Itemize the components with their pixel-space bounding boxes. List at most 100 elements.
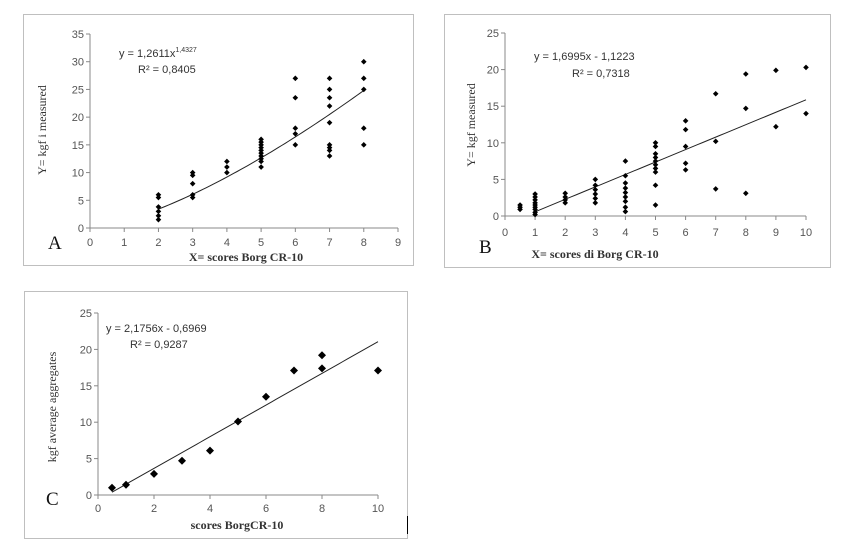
equation-text: y = 1,6995x - 1,1223: [534, 51, 635, 63]
x-tick-label: 7: [713, 227, 719, 239]
data-point: [622, 180, 629, 186]
y-tick-label: 15: [80, 381, 92, 393]
x-tick-label: 6: [263, 503, 269, 515]
data-point: [682, 118, 689, 124]
data-point: [224, 169, 230, 176]
x-tick-label: 5: [258, 237, 264, 249]
equation-exponent: 1,4327: [175, 47, 197, 54]
data-point: [562, 194, 568, 200]
data-point: [592, 195, 599, 202]
equation-label: y = 1,2611x1,4327: [119, 47, 197, 60]
data-point: [292, 130, 299, 137]
trendline: [534, 99, 807, 213]
data-point: [682, 167, 689, 173]
x-tick-label: 7: [326, 237, 332, 249]
data-point: [592, 200, 599, 206]
x-tick-label: 5: [652, 227, 658, 239]
data-point: [773, 67, 779, 74]
y-tick-label: 0: [86, 490, 92, 502]
x-tick-label: 6: [292, 237, 298, 249]
data-point: [562, 197, 568, 203]
data-point: [224, 158, 230, 165]
data-point: [517, 202, 523, 208]
data-point: [326, 119, 333, 126]
data-point: [155, 216, 162, 223]
data-point: [258, 164, 264, 170]
data-point: [532, 200, 538, 206]
y-tick-label: 20: [72, 112, 84, 124]
data-point: [803, 110, 809, 117]
panel-letter: A: [48, 233, 62, 254]
data-point: [622, 194, 629, 200]
data-point: [652, 150, 659, 157]
data-point: [743, 71, 749, 77]
data-point: [532, 197, 538, 203]
data-point: [292, 94, 299, 101]
data-point: [374, 366, 382, 375]
panel-letter: C: [46, 489, 59, 510]
trendline: [111, 341, 379, 493]
data-point: [592, 186, 599, 193]
data-point: [326, 103, 333, 109]
x-tick-label: 8: [319, 503, 325, 515]
data-point: [360, 125, 367, 132]
r-squared-label: R² = 0,7318: [572, 68, 630, 80]
data-point: [155, 204, 162, 210]
data-point: [108, 483, 116, 492]
x-tick-label: 4: [622, 227, 628, 239]
x-tick-label: 9: [395, 237, 401, 249]
y-tick-label: 5: [78, 195, 84, 207]
y-tick-label: 5: [86, 454, 92, 466]
x-tick-label: 0: [502, 227, 508, 239]
data-point: [712, 90, 719, 97]
x-tick-label: 0: [87, 237, 93, 249]
data-point: [532, 191, 538, 197]
data-point: [592, 176, 599, 183]
data-point: [326, 94, 333, 101]
x-tick-label: 8: [361, 237, 367, 249]
data-point: [258, 136, 264, 143]
data-point: [622, 189, 629, 196]
data-point: [150, 469, 158, 478]
y-tick-label: 25: [72, 84, 84, 96]
chart-a-svg: 0 5 10 15 20 25 30 35 0 1 2 3 4 5 6 7 8 9 y = 1,2611x1,432…: [35, 29, 401, 264]
y-tick-label: 15: [487, 101, 499, 113]
x-tick-label: 0: [95, 503, 101, 515]
data-point: [292, 75, 299, 82]
x-axis-title: X= scores di Borg CR-10: [531, 247, 658, 261]
data-point: [622, 185, 629, 191]
y-axis-title: kgf average aggregates: [45, 351, 59, 462]
data-point: [773, 123, 779, 130]
data-point: [712, 138, 719, 145]
data-point: [652, 140, 659, 146]
text-cursor: [407, 516, 408, 534]
equation-text: y = 1,2611x: [119, 48, 176, 60]
y-axis-title: Y= kgf i measured: [35, 85, 49, 175]
y-tick-label: 0: [78, 223, 84, 235]
y-tick-label: 35: [72, 29, 84, 41]
data-point: [360, 142, 367, 148]
data-point: [155, 208, 162, 215]
y-tick-label: 15: [72, 140, 84, 152]
data-point: [292, 142, 299, 148]
data-point: [292, 125, 299, 132]
chart-panel-a: 0 5 10 15 20 25 30 35 0 1 2 3 4 5 6 7 8 9 y = 1,2611x1,432…: [23, 14, 414, 266]
x-tick-label: 2: [155, 237, 161, 249]
data-point: [622, 158, 629, 164]
data-point: [189, 191, 196, 198]
data-point: [592, 182, 599, 189]
data-point: [155, 191, 162, 198]
data-point: [326, 153, 333, 159]
data-point: [743, 190, 749, 197]
x-tick-label: 10: [372, 503, 384, 515]
data-point: [532, 194, 538, 200]
equation-label: y = 1,6995x - 1,1223: [534, 51, 635, 63]
x-tick-label: 8: [743, 227, 749, 239]
chart-c-svg: 0 5 10 15 20 25 0 2 4 6 8 10 y = 2,1756x - 0,6969 R² …: [45, 308, 384, 532]
data-point: [803, 64, 809, 71]
x-tick-label: 3: [190, 237, 196, 249]
data-point: [622, 172, 629, 179]
x-tick-label: 1: [532, 227, 538, 239]
x-tick-label: 10: [800, 227, 812, 239]
data-point: [652, 202, 659, 208]
